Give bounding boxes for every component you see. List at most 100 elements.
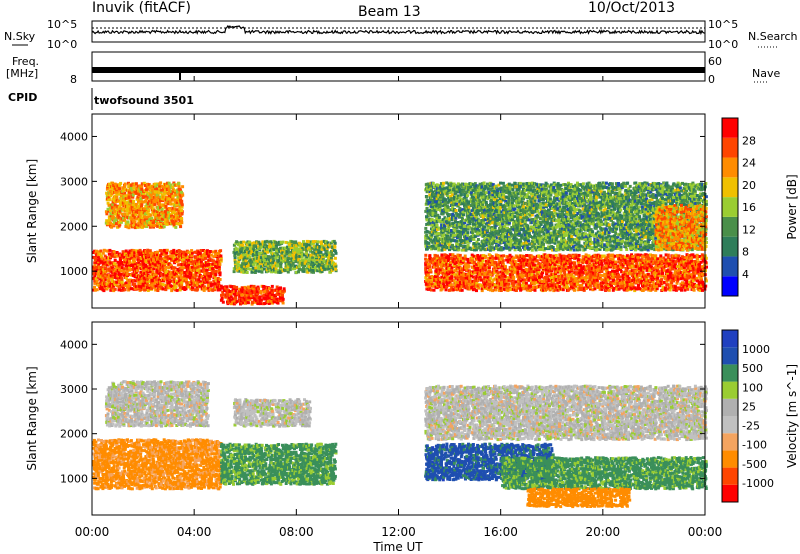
cell xyxy=(177,182,180,185)
cell xyxy=(582,265,585,268)
cell xyxy=(146,216,149,219)
cell xyxy=(264,244,267,247)
cell xyxy=(447,267,450,270)
cell xyxy=(172,249,175,252)
cell xyxy=(658,270,661,273)
cell xyxy=(113,250,116,253)
cell xyxy=(663,281,666,284)
cell xyxy=(262,297,265,300)
cell xyxy=(522,281,525,284)
cell xyxy=(612,258,615,261)
cell xyxy=(263,267,266,270)
cell xyxy=(190,254,193,257)
cell xyxy=(180,191,183,194)
cell xyxy=(646,269,649,272)
cell xyxy=(108,249,111,252)
cell xyxy=(219,249,222,252)
cell xyxy=(484,255,487,258)
cell xyxy=(500,278,503,281)
cell xyxy=(424,254,427,257)
cell xyxy=(127,220,130,223)
cell xyxy=(143,289,146,292)
cell xyxy=(504,265,507,268)
cell xyxy=(631,255,634,258)
cell xyxy=(195,274,198,277)
cell xyxy=(123,267,126,270)
cell xyxy=(256,290,259,293)
cell xyxy=(180,209,183,212)
cell xyxy=(660,278,663,281)
cell xyxy=(254,266,257,269)
cell xyxy=(275,247,278,250)
cell xyxy=(170,264,173,267)
cell xyxy=(637,284,640,287)
cell xyxy=(222,301,225,304)
cell xyxy=(241,244,244,247)
rti-figure: 1000200030004000Slant Range [km]10002000… xyxy=(0,0,800,554)
cell xyxy=(132,200,135,203)
cell xyxy=(593,287,596,290)
cell xyxy=(109,189,112,192)
cell xyxy=(259,302,262,305)
cell xyxy=(659,254,662,257)
cell xyxy=(187,259,190,262)
cell xyxy=(580,284,583,287)
cell xyxy=(279,286,282,289)
cell xyxy=(207,255,210,258)
cell xyxy=(303,268,306,271)
cell xyxy=(279,265,282,268)
cell xyxy=(114,288,117,291)
cell xyxy=(522,255,525,258)
cell xyxy=(603,255,606,258)
region-power-0 xyxy=(92,249,223,292)
cell xyxy=(259,295,262,298)
cell xyxy=(165,205,168,208)
cell xyxy=(147,209,150,212)
freq-band xyxy=(92,67,705,73)
cell xyxy=(562,255,565,258)
cell xyxy=(134,221,137,224)
cell xyxy=(102,252,105,255)
cell xyxy=(283,287,286,290)
cell xyxy=(563,271,566,274)
cell xyxy=(185,287,188,290)
cell xyxy=(218,263,221,266)
cell xyxy=(176,289,179,292)
cell xyxy=(275,249,278,252)
cell xyxy=(190,249,193,252)
cell xyxy=(636,262,639,265)
cell xyxy=(225,285,228,288)
cell xyxy=(180,217,183,220)
cell xyxy=(521,284,524,287)
cell xyxy=(164,266,167,269)
cell xyxy=(266,251,269,254)
cell xyxy=(541,280,544,283)
cell xyxy=(578,254,581,257)
cell xyxy=(174,266,177,269)
cell xyxy=(245,259,248,262)
cell xyxy=(578,258,581,261)
cell xyxy=(600,270,603,273)
cell xyxy=(205,269,208,272)
cell xyxy=(582,255,585,258)
cell xyxy=(112,216,115,219)
cell xyxy=(464,255,467,258)
cell xyxy=(656,277,659,280)
cell xyxy=(616,254,619,257)
cell xyxy=(94,256,97,259)
cell xyxy=(271,285,274,288)
cell xyxy=(568,271,571,274)
cell xyxy=(258,270,261,273)
cell xyxy=(529,289,532,292)
cell xyxy=(277,302,280,305)
cell xyxy=(334,257,337,260)
cell xyxy=(551,284,554,287)
cell xyxy=(166,249,169,252)
cell xyxy=(656,257,659,260)
cell xyxy=(179,250,182,253)
cell xyxy=(430,289,433,292)
cell xyxy=(333,246,336,249)
cell xyxy=(292,262,295,265)
cell xyxy=(461,289,464,292)
cell xyxy=(260,299,263,302)
